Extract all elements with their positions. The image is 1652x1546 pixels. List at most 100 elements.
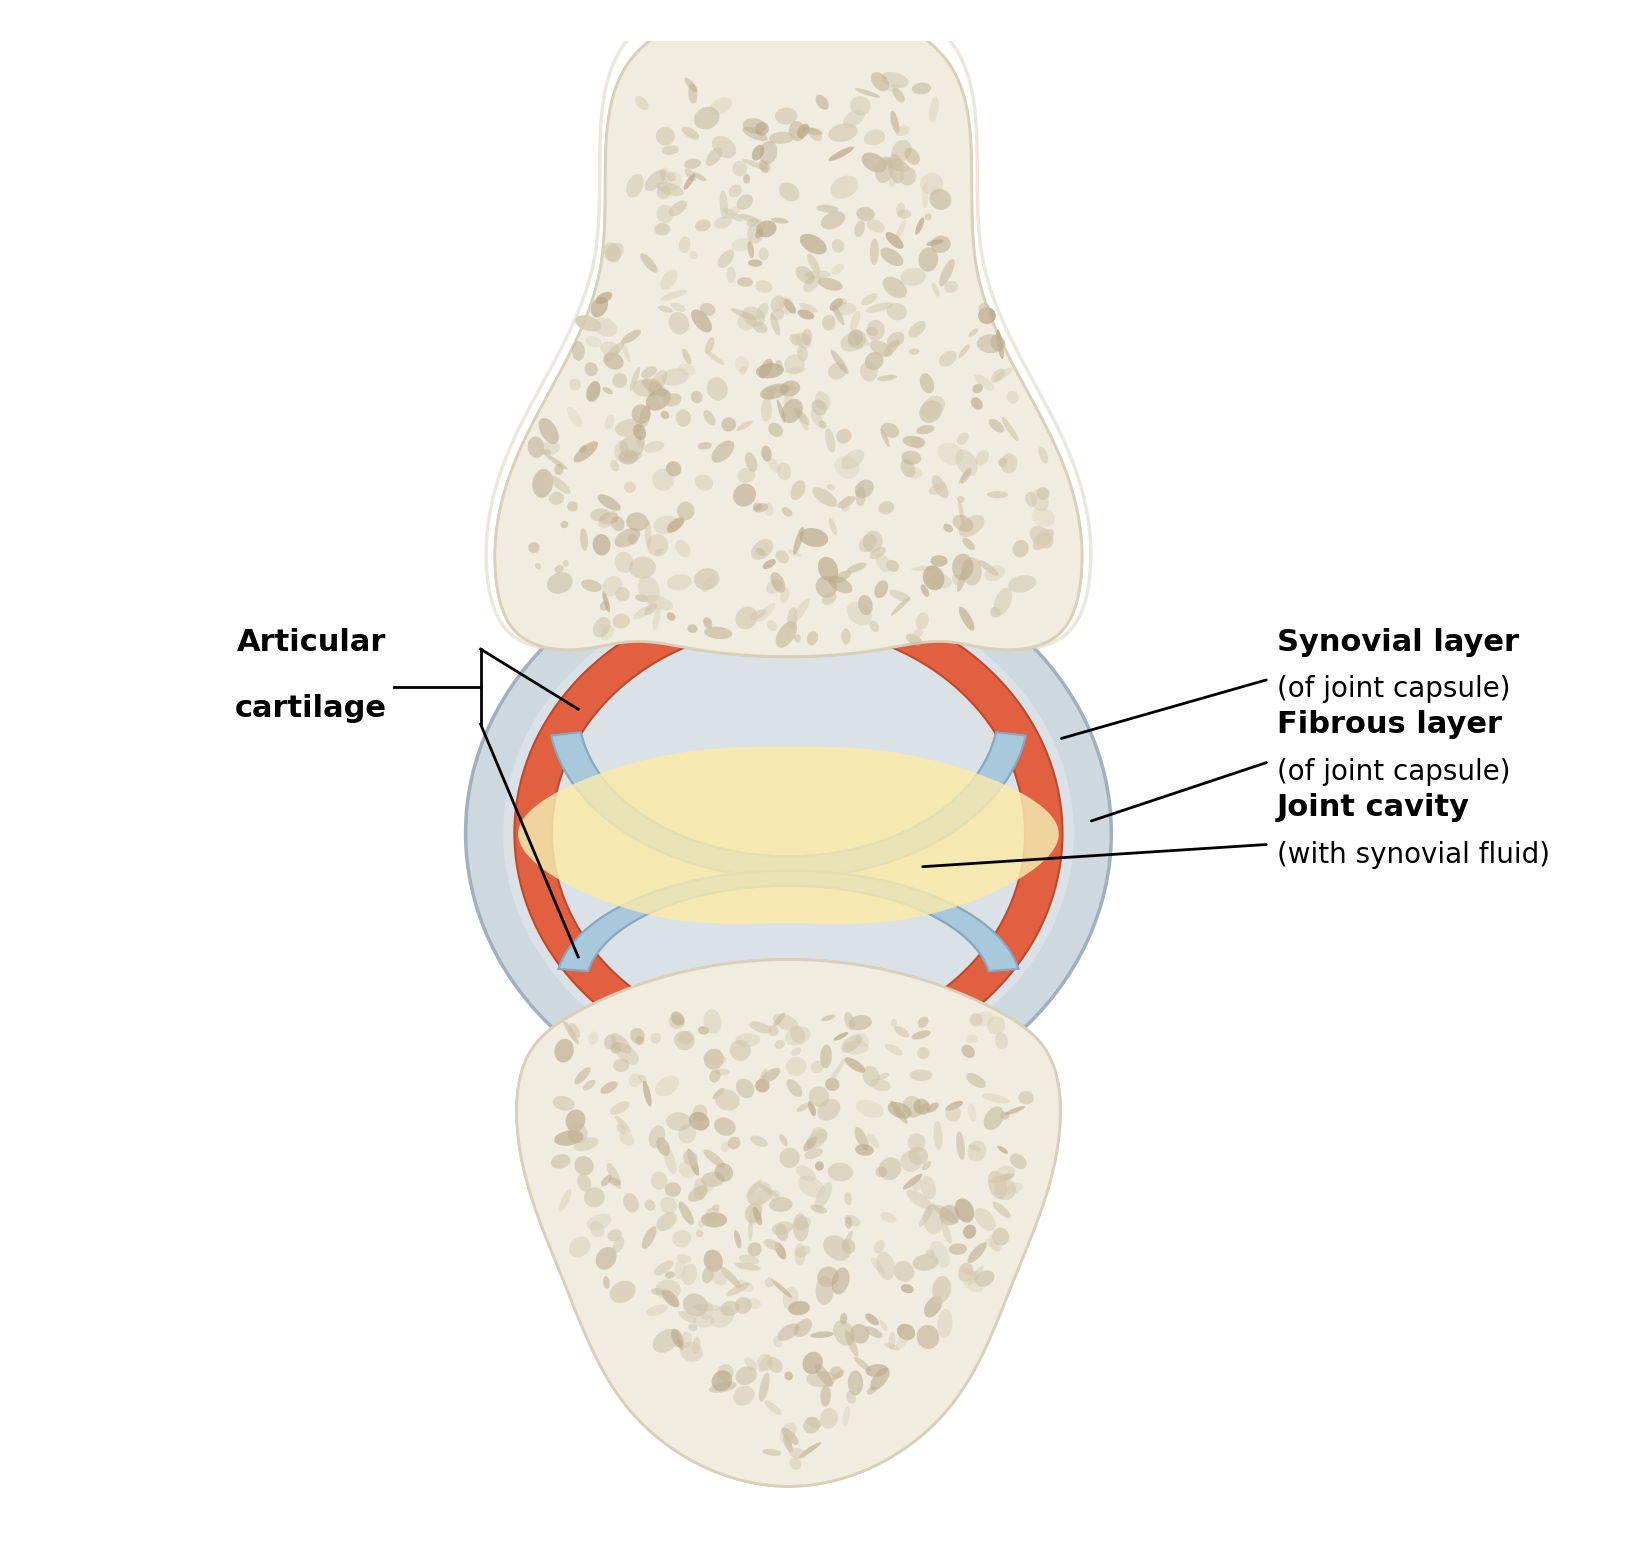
Ellipse shape <box>608 1229 621 1241</box>
Ellipse shape <box>788 549 801 557</box>
Ellipse shape <box>831 1268 849 1294</box>
Ellipse shape <box>641 254 657 272</box>
Ellipse shape <box>644 441 664 453</box>
Ellipse shape <box>765 1277 775 1288</box>
Ellipse shape <box>889 591 910 601</box>
Ellipse shape <box>991 368 1004 383</box>
Text: Synovial layer: Synovial layer <box>1277 628 1518 657</box>
Ellipse shape <box>993 587 1013 615</box>
Ellipse shape <box>580 445 586 453</box>
Ellipse shape <box>923 1296 942 1317</box>
Ellipse shape <box>588 1031 598 1045</box>
Ellipse shape <box>679 1311 697 1323</box>
Ellipse shape <box>894 1027 909 1037</box>
Ellipse shape <box>600 342 620 356</box>
Ellipse shape <box>762 1449 781 1456</box>
Ellipse shape <box>752 145 765 161</box>
Ellipse shape <box>593 318 618 337</box>
Ellipse shape <box>705 147 722 165</box>
Ellipse shape <box>714 216 732 229</box>
Ellipse shape <box>824 428 836 453</box>
Ellipse shape <box>737 277 753 286</box>
Ellipse shape <box>785 366 806 374</box>
Ellipse shape <box>651 1172 667 1189</box>
Ellipse shape <box>770 1197 793 1212</box>
Ellipse shape <box>877 1073 889 1081</box>
Ellipse shape <box>976 334 1006 352</box>
Ellipse shape <box>704 1053 727 1064</box>
Ellipse shape <box>938 442 963 465</box>
Ellipse shape <box>752 540 773 560</box>
Ellipse shape <box>572 342 585 360</box>
Ellipse shape <box>573 1138 598 1152</box>
Ellipse shape <box>856 487 866 506</box>
Ellipse shape <box>580 529 588 550</box>
Ellipse shape <box>828 147 854 161</box>
Ellipse shape <box>634 516 649 526</box>
Ellipse shape <box>1013 540 1029 557</box>
Ellipse shape <box>687 1186 707 1201</box>
Ellipse shape <box>661 368 689 386</box>
Ellipse shape <box>961 538 975 550</box>
Ellipse shape <box>692 1337 700 1354</box>
Ellipse shape <box>961 468 971 484</box>
Ellipse shape <box>839 1313 847 1325</box>
Ellipse shape <box>732 161 747 176</box>
Ellipse shape <box>798 1177 824 1198</box>
Ellipse shape <box>781 1427 800 1446</box>
Ellipse shape <box>590 509 610 521</box>
Ellipse shape <box>824 1078 839 1091</box>
Ellipse shape <box>907 467 923 478</box>
Ellipse shape <box>615 587 629 601</box>
Ellipse shape <box>922 1161 932 1170</box>
Ellipse shape <box>648 535 667 557</box>
Ellipse shape <box>795 408 809 425</box>
Ellipse shape <box>809 1087 829 1107</box>
Ellipse shape <box>948 1243 966 1255</box>
Ellipse shape <box>841 450 864 470</box>
Ellipse shape <box>821 1385 831 1407</box>
Ellipse shape <box>636 1036 644 1045</box>
Ellipse shape <box>768 131 795 144</box>
Ellipse shape <box>800 233 826 255</box>
Ellipse shape <box>988 1170 1008 1200</box>
Ellipse shape <box>776 360 783 368</box>
Ellipse shape <box>653 468 674 490</box>
Ellipse shape <box>791 598 809 623</box>
Ellipse shape <box>841 1238 856 1254</box>
Ellipse shape <box>795 1246 811 1257</box>
Ellipse shape <box>747 241 755 258</box>
Ellipse shape <box>943 524 953 532</box>
Ellipse shape <box>694 107 720 130</box>
Ellipse shape <box>1004 1105 1024 1115</box>
Ellipse shape <box>958 606 975 631</box>
Ellipse shape <box>712 441 733 462</box>
Ellipse shape <box>801 127 823 135</box>
Ellipse shape <box>730 308 757 320</box>
Ellipse shape <box>720 1141 730 1152</box>
Ellipse shape <box>856 1099 884 1118</box>
Ellipse shape <box>915 612 928 629</box>
Ellipse shape <box>902 436 925 448</box>
Ellipse shape <box>712 136 737 158</box>
Ellipse shape <box>866 320 885 340</box>
Ellipse shape <box>776 462 791 481</box>
Ellipse shape <box>596 292 613 305</box>
Ellipse shape <box>932 1275 952 1302</box>
Ellipse shape <box>758 159 768 172</box>
Ellipse shape <box>586 382 601 402</box>
Ellipse shape <box>760 399 771 422</box>
Ellipse shape <box>616 1124 626 1133</box>
Ellipse shape <box>978 560 999 577</box>
Ellipse shape <box>666 461 681 476</box>
Ellipse shape <box>661 1197 677 1214</box>
Ellipse shape <box>667 574 692 591</box>
Ellipse shape <box>833 305 844 325</box>
Ellipse shape <box>958 470 970 484</box>
Ellipse shape <box>978 308 996 325</box>
Ellipse shape <box>733 484 757 507</box>
Ellipse shape <box>795 634 801 643</box>
Ellipse shape <box>887 303 907 320</box>
Ellipse shape <box>684 159 700 169</box>
Ellipse shape <box>737 421 753 431</box>
